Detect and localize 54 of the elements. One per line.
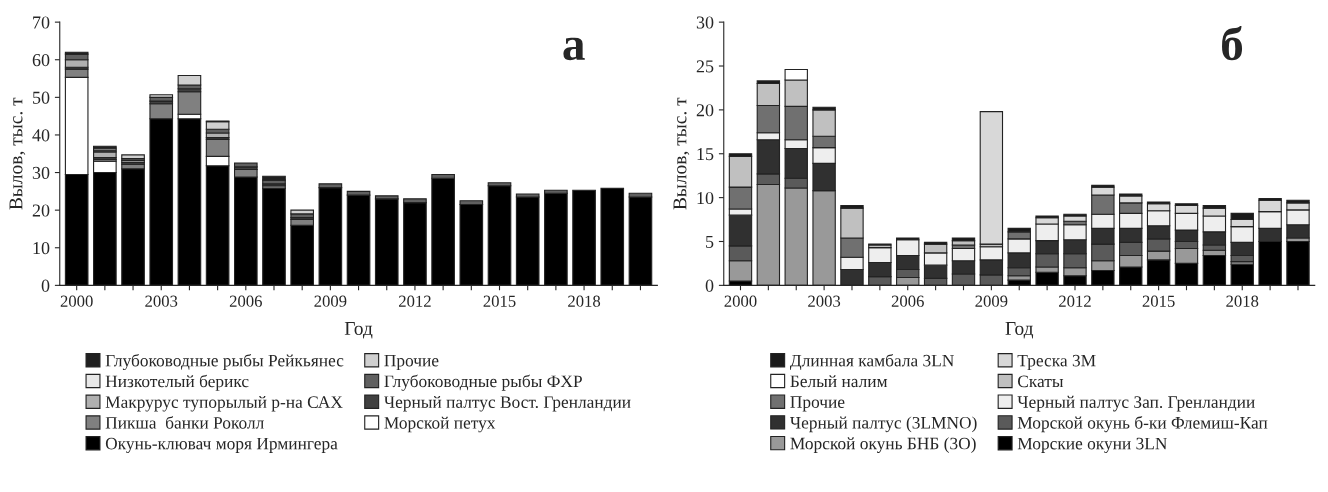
legend-label: Треска 3М [1017,354,1096,370]
legend-label: Черный палтус Зап. Гренландии [1017,395,1255,412]
x-tick-label: 2000 [724,295,757,307]
x-tick-label: 2003 [808,295,841,307]
x-tick-label: 2009 [975,295,1008,307]
x-tick-label: 2006 [891,295,924,307]
x-tick-label: 2015 [483,295,516,307]
y-tick-label: 50 [33,91,50,104]
y-tick-label: 10 [697,191,714,205]
y-tick-label: 25 [696,60,714,73]
legend-label: Глубоководные рыбы ФХР [384,374,582,391]
y-tick-label: 70 [33,16,50,29]
y-tick-label: 5 [706,235,714,248]
x-tick-label: 2003 [145,295,178,307]
y-tick-label: 20 [32,204,50,217]
y-tick-label: 40 [32,129,50,142]
legend-label: Белый налим [790,375,888,388]
y-axis-title: Вылов, тыс. т [673,97,690,210]
legend-label: Длинная камбала 3LN [789,353,954,370]
x-axis-title: Год [1005,322,1034,339]
legend-label: Макрурус тупорылый р-на САХ [105,395,343,412]
x-tick-label: 2009 [314,295,347,307]
x-tick-label: 2015 [1142,295,1175,307]
legend-label: Окунь-клювач моря Ирмингера [105,437,338,453]
y-tick-label: 10 [33,242,50,255]
y-tick-label: 15 [697,148,714,161]
legend-label: Черный палтус (3LMNO) [790,416,977,433]
legend-label: Прочие [384,354,439,370]
x-tick-label: 2006 [229,295,262,307]
y-tick-label: 30 [32,166,50,179]
x-tick-label: 2018 [1226,295,1259,307]
x-tick-label: 2012 [399,295,431,307]
legend-label: Пикша банки Роколл [105,416,264,429]
legend-label: Глубоководные рыбы Рейкьянес [105,353,344,371]
legend-label: Морской петух [384,416,496,433]
legend-label: Морской окунь БНБ (3О) [790,437,976,453]
annotation: б [1222,26,1243,61]
y-tick-label: 20 [696,104,714,117]
legend-label: Прочие [790,396,845,412]
y-axis-title: Вылов, тыс. т [9,97,26,210]
y-tick-label: 0 [41,279,50,292]
y-tick-label: 60 [32,54,50,67]
annotation: а [563,37,585,61]
x-tick-label: 2000 [60,295,93,307]
legend-label: Скаты [1017,375,1064,388]
legend-label: Низкотелый берикс [105,374,249,391]
legend-label: Морской окунь б-ки Флемиш-Кап [1017,416,1268,433]
legend-label: Морские окуни 3LN [1017,437,1168,453]
y-tick-label: 0 [705,279,714,292]
legend-label: Черный палтус Вост. Гренландии [384,395,631,412]
x-axis-title: Год [344,322,373,339]
x-tick-label: 2012 [1059,295,1091,307]
y-tick-label: 30 [696,16,714,29]
x-tick-label: 2018 [568,295,601,307]
